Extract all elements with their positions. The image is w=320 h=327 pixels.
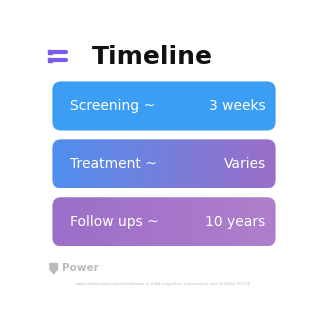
Text: Treatment ~: Treatment ~ (70, 157, 156, 171)
FancyBboxPatch shape (52, 139, 276, 188)
Text: Timeline: Timeline (92, 45, 213, 69)
FancyBboxPatch shape (52, 197, 276, 246)
Text: Screening ~: Screening ~ (70, 99, 155, 113)
Text: Varies: Varies (223, 157, 266, 171)
FancyBboxPatch shape (52, 81, 276, 130)
Polygon shape (49, 263, 58, 275)
Text: Follow ups ~: Follow ups ~ (70, 215, 158, 229)
Text: 10 years: 10 years (205, 215, 266, 229)
Text: www.withpower.com/trial/phase-4-mild-cognitive-impairment-mci-9-2022-70715: www.withpower.com/trial/phase-4-mild-cog… (76, 282, 252, 286)
Text: Power: Power (62, 263, 99, 273)
Text: 3 weeks: 3 weeks (209, 99, 266, 113)
